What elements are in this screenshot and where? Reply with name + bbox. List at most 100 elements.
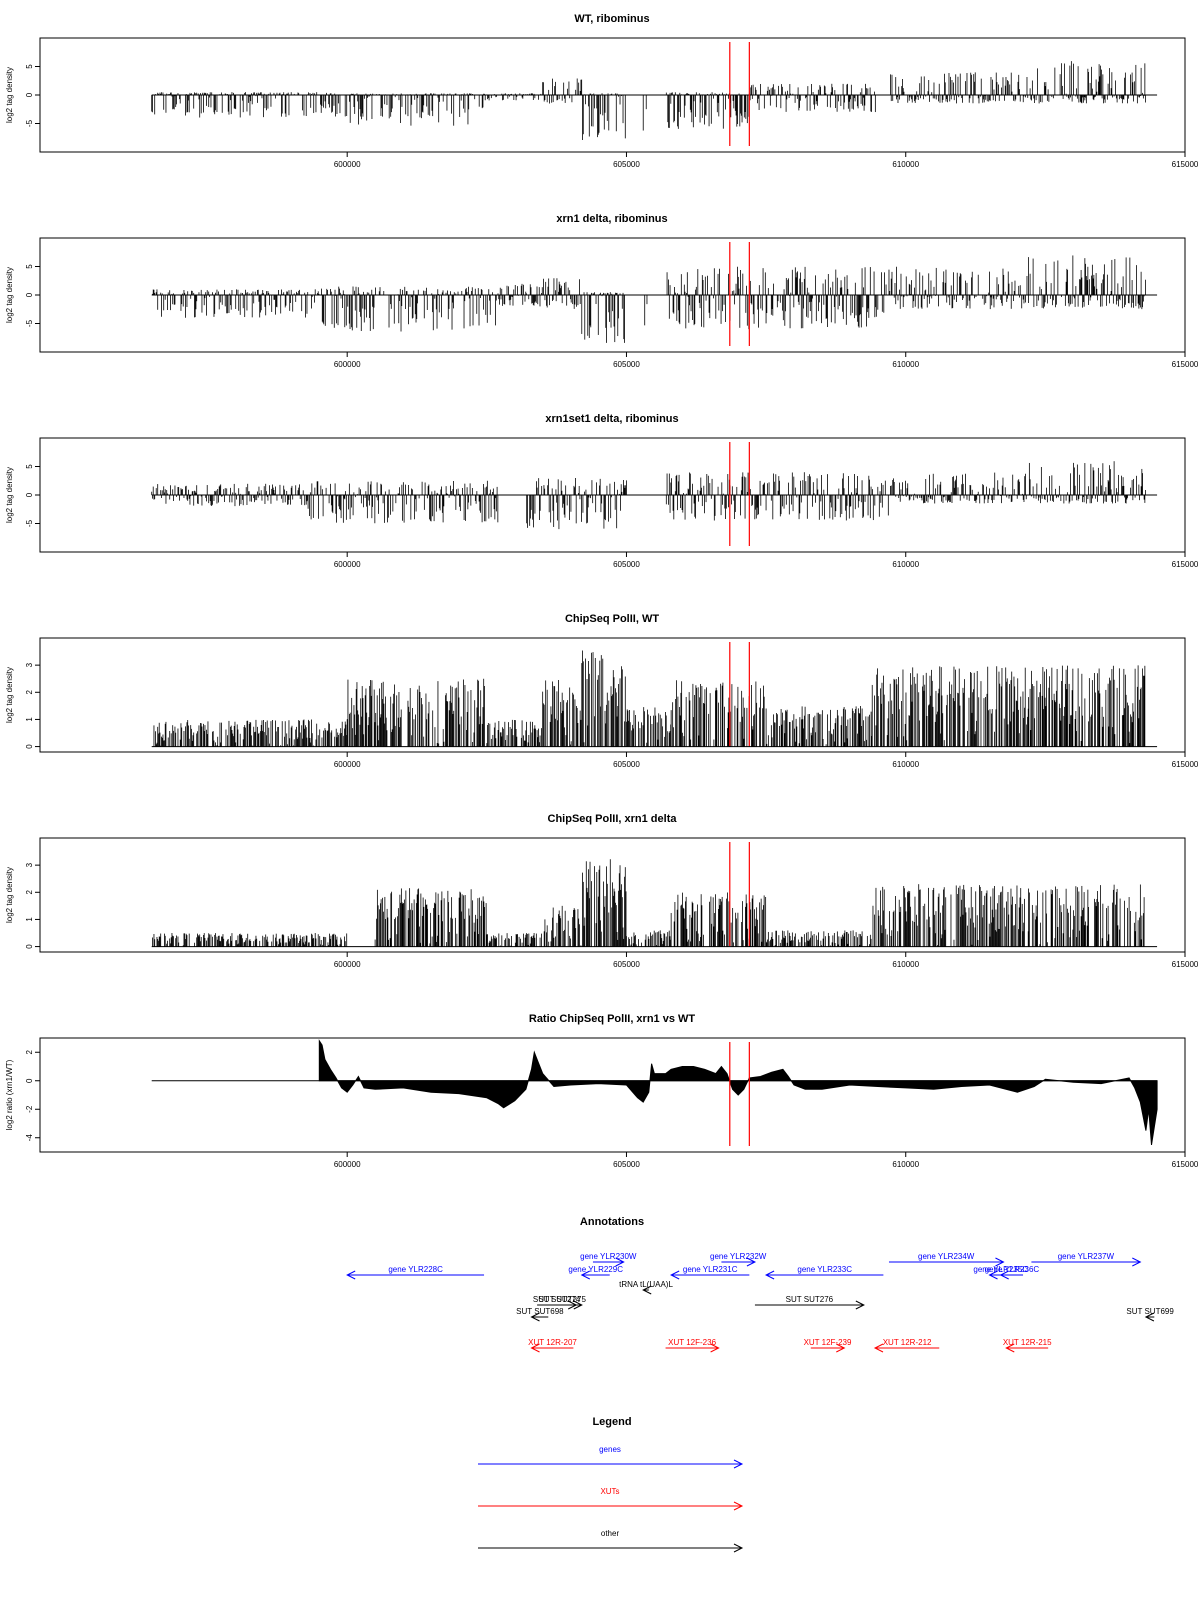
annotation-feature: gene YLR230W	[580, 1252, 637, 1267]
arrowhead-icon	[988, 1270, 998, 1280]
arrowhead-icon	[615, 1257, 625, 1267]
feature-label: gene YLR228C	[388, 1265, 443, 1274]
annotation-feature: XUT 12F-239	[804, 1338, 852, 1353]
annotation-feature: SUT SUT699	[1126, 1307, 1174, 1322]
feature-label: gene YLR232W	[710, 1252, 767, 1261]
annotation-feature: SUT SUT698	[516, 1307, 564, 1322]
x-tick-label: 610000	[892, 760, 919, 769]
feature-label: SUT SUT274	[533, 1295, 581, 1304]
x-tick-label: 605000	[613, 360, 640, 369]
feature-label: gene YLR233C	[797, 1265, 852, 1274]
annotation-feature: SUT SUT276	[754, 1295, 865, 1310]
arrowhead-icon	[642, 1285, 652, 1295]
feature-label: XUT 12F-236	[668, 1338, 716, 1347]
y-tick-label: -5	[25, 519, 34, 527]
arrowhead-icon	[764, 1270, 775, 1280]
x-tick-label: 600000	[334, 160, 361, 169]
arrowhead-icon	[1132, 1257, 1142, 1267]
feature-label: SUT SUT698	[516, 1307, 564, 1316]
feature-label: tRNA tL(UAA)L	[619, 1280, 673, 1289]
density-bars	[152, 859, 1145, 947]
arrowhead-icon	[746, 1257, 757, 1267]
y-tick-label: 2	[25, 690, 34, 695]
x-tick-label: 610000	[892, 1160, 919, 1169]
feature-label: gene YLR236C	[985, 1265, 1040, 1274]
annotation-feature: tRNA tL(UAA)L	[619, 1280, 673, 1295]
arrowhead-icon	[1005, 1343, 1015, 1353]
feature-label: SUT SUT276	[786, 1295, 834, 1304]
legend-label: other	[601, 1529, 620, 1538]
y-tick-label: 0	[25, 744, 34, 749]
y-tick-label: 0	[25, 492, 34, 497]
annotation-feature: gene YLR229C	[568, 1265, 623, 1280]
panel-2: xrn1 delta, ribominus log2 tag density -5 0…	[5, 213, 1199, 369]
arrowhead-icon	[733, 1501, 744, 1511]
arrowhead-icon	[530, 1312, 540, 1322]
feature-label: gene YLR230W	[580, 1252, 637, 1261]
feature-label: XUT 12F-239	[804, 1338, 852, 1347]
track-panels: WT, ribominus log2 tag density -5 0 5 600000 6…	[5, 13, 1199, 1169]
legend-label: XUTs	[600, 1487, 619, 1496]
y-tick-label: -5	[25, 319, 34, 327]
feature-label: gene YLR235C	[973, 1265, 1028, 1274]
panel-title: WT, ribominus	[574, 13, 649, 25]
arrowhead-icon	[710, 1343, 720, 1353]
x-tick-label: 600000	[334, 760, 361, 769]
x-tick-label: 600000	[334, 560, 361, 569]
arrowhead-icon	[873, 1343, 884, 1353]
arrowhead-icon	[836, 1343, 846, 1353]
y-tick-label: 5	[25, 264, 34, 269]
annotation-feature: gene YLR233C	[764, 1265, 884, 1280]
legend-title: Legend	[592, 1416, 631, 1428]
panel-4: ChipSeq PolII, WT log2 tag density 0 1 2 3 600…	[5, 613, 1199, 769]
y-tick-label: 3	[25, 662, 34, 667]
feature-label: SUT SUT699	[1126, 1307, 1174, 1316]
x-tick-label: 610000	[892, 360, 919, 369]
annotation-feature: XUT 12R-215	[1003, 1338, 1052, 1353]
arrowhead-icon	[670, 1270, 680, 1280]
x-tick-label: 615000	[1172, 1160, 1199, 1169]
legend-label: genes	[599, 1445, 621, 1454]
x-tick-label: 600000	[334, 360, 361, 369]
annotation-track: Annotations gene YLR228C gene YLR229C gene…	[346, 1216, 1174, 1353]
y-tick-label: 1	[25, 717, 34, 722]
density-bars	[151, 61, 1147, 140]
plot-frame	[39, 837, 1186, 953]
y-tick-label: -2	[25, 1105, 34, 1113]
x-tick-label: 610000	[892, 560, 919, 569]
x-tick-label: 615000	[1172, 560, 1199, 569]
ratio-area	[318, 1039, 1158, 1145]
arrowhead-icon	[855, 1300, 865, 1310]
legend-entry: other	[478, 1529, 744, 1553]
x-tick-label: 605000	[613, 760, 640, 769]
arrowhead-icon	[733, 1459, 744, 1469]
x-tick-label: 600000	[334, 1160, 361, 1169]
feature-label: XUT 12R-207	[528, 1338, 577, 1347]
panel-title: ChipSeq PolII, xrn1 delta	[548, 813, 678, 825]
arrowhead-icon	[573, 1300, 583, 1310]
panel-title: xrn1set1 delta, ribominus	[545, 413, 678, 425]
density-bars	[153, 650, 1146, 747]
arrowhead-icon	[1144, 1312, 1155, 1322]
plot-frame	[39, 1037, 1186, 1153]
annotation-feature: gene YLR228C	[346, 1265, 485, 1280]
density-bars	[152, 255, 1147, 343]
x-tick-label: 615000	[1172, 360, 1199, 369]
panel-title: Ratio ChipSeq PolII, xrn1 vs WT	[529, 1013, 696, 1025]
y-tick-label: 0	[25, 292, 34, 297]
panel-title: ChipSeq PolII, WT	[565, 613, 659, 625]
y-axis-label: log2 tag density	[5, 67, 14, 123]
annotation-feature: gene YLR232W	[710, 1252, 767, 1267]
x-tick-label: 615000	[1172, 960, 1199, 969]
feature-label: gene YLR231C	[683, 1265, 738, 1274]
y-tick-label: 5	[25, 64, 34, 69]
x-tick-label: 615000	[1172, 160, 1199, 169]
y-tick-label: -4	[25, 1134, 34, 1142]
annotation-feature: XUT 12R-212	[873, 1338, 940, 1353]
arrowhead-icon	[346, 1270, 356, 1280]
arrowhead-icon	[580, 1270, 591, 1280]
y-tick-label: 5	[25, 464, 34, 469]
y-tick-label: 2	[25, 1049, 34, 1054]
feature-label: gene YLR234W	[918, 1252, 975, 1261]
